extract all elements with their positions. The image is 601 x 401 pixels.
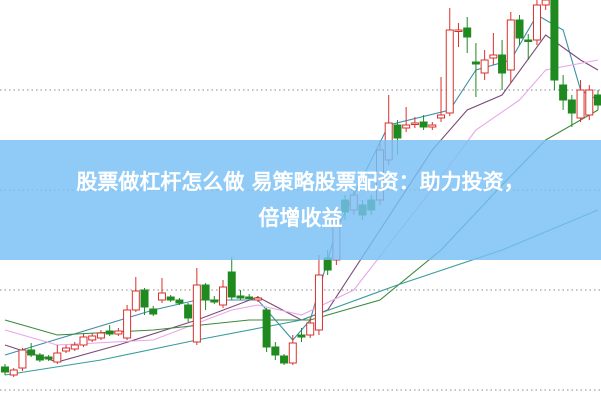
candle-down (559, 84, 568, 101)
candle-up (445, 29, 454, 114)
moving-average-line (4, 59, 599, 346)
candle-down (166, 296, 175, 301)
candle-up (437, 114, 446, 119)
candle-up (157, 292, 166, 301)
candle-down (297, 334, 306, 338)
candle-up (9, 369, 18, 376)
candle-up (131, 290, 140, 311)
candle-down (471, 61, 480, 65)
candle-down (245, 296, 254, 299)
candle-up (532, 4, 541, 41)
candle-up (253, 297, 262, 301)
candle-up (428, 124, 437, 128)
candle-down (210, 299, 219, 303)
candle-up (62, 347, 71, 352)
candle-up (541, 0, 550, 6)
candle-down (140, 289, 149, 308)
candle-up (480, 59, 489, 74)
candle-down (262, 309, 271, 348)
candle-down (393, 124, 402, 139)
candle-down (44, 356, 53, 360)
candle-up (314, 274, 323, 331)
candle-down (271, 346, 280, 356)
candle-up (288, 342, 297, 364)
candle-down (515, 19, 524, 39)
candle-up (454, 29, 463, 32)
title-line-1: 股票做杠杆怎么做 易策略股票配资：助力投资， (76, 170, 525, 194)
candle-up (123, 309, 132, 339)
candle-up (506, 19, 515, 71)
candle-up (402, 124, 411, 129)
candle-down (1, 366, 9, 373)
title-overlay: 股票做杠杆怎么做 易策略股票配资：助力投资， 倍增收益 (0, 140, 601, 260)
candle-up (410, 122, 419, 125)
candle-up (88, 335, 97, 341)
candle-down (175, 299, 184, 304)
candle-down (227, 271, 236, 298)
candle-up (18, 349, 27, 369)
candle-up (306, 322, 315, 336)
candle-down (594, 94, 601, 106)
candle-up (114, 330, 123, 335)
candle-down (463, 27, 472, 38)
candle-up (219, 286, 228, 306)
candle-down (35, 354, 44, 361)
candle-down (184, 304, 193, 319)
candle-down (201, 284, 210, 301)
candle-up (79, 336, 88, 346)
candle-down (524, 39, 533, 42)
candle-down (567, 99, 576, 114)
candle-up (489, 54, 498, 59)
candle-down (149, 308, 158, 315)
candle-down (105, 330, 114, 335)
candle-up (192, 284, 201, 343)
candle-up (576, 89, 585, 119)
candle-up (96, 332, 105, 339)
candle-down (280, 355, 289, 364)
title-line-2: 倍增收益 (258, 206, 343, 230)
candle-up (53, 352, 62, 363)
candle-up (70, 344, 79, 350)
candle-down (236, 295, 245, 299)
candle-up (585, 89, 594, 116)
candle-down (498, 54, 507, 74)
candle-down (27, 349, 36, 356)
candle-down (419, 121, 428, 128)
candle-down (550, 0, 559, 81)
